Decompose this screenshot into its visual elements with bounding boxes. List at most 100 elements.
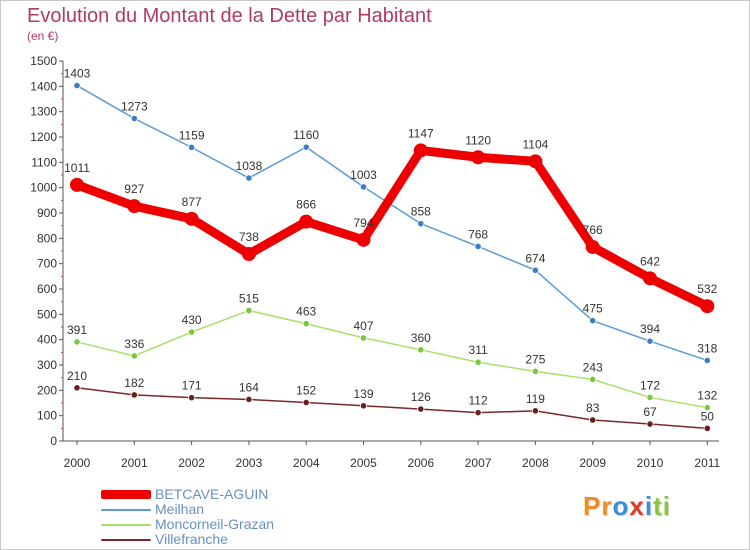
data-label-moncorneil-grazan: 391 [67,323,87,337]
y-tick-label: 1100 [31,155,57,169]
y-tick-label: 800 [37,231,57,245]
data-label-meilhan: 1273 [121,100,148,114]
data-label-meilhan: 1160 [293,128,319,142]
data-point-meilhan [302,143,310,151]
y-tick-label: 1300 [30,105,57,119]
data-point-moncorneil-grazan [130,352,138,360]
data-label-betcave-aguin: 1104 [522,137,548,151]
data-point-villefranche [73,384,81,392]
logo-letter: r [601,491,613,521]
data-label-meilhan: 1003 [350,168,377,182]
data-label-betcave-aguin: 642 [640,254,660,268]
logo-letter: t [653,491,663,521]
data-label-villefranche: 67 [643,405,657,419]
y-tick-label: 1500 [30,54,57,68]
data-point-betcave-aguin [585,239,600,254]
chart-title: Evolution du Montant de la Dette par Hab… [27,5,432,27]
y-tick-label: 0 [50,434,57,448]
data-label-moncorneil-grazan: 407 [353,319,373,333]
data-point-villefranche [646,420,654,428]
y-tick-label: 100 [37,409,57,423]
data-point-betcave-aguin [70,177,84,192]
series-line-moncorneil-grazan [76,309,709,409]
data-label-villefranche: 171 [182,379,202,393]
data-label-villefranche: 83 [586,401,600,415]
proxiti-logo: Proxiti [583,491,671,522]
x-tick-label: 2004 [293,456,320,470]
legend-item: Moncorneil-Grazan [101,517,274,532]
chart-legend: BETCAVE-AGUIN Meilhan Moncorneil-Grazan Vil… [101,487,274,547]
data-label-villefranche: 126 [411,390,431,404]
logo-letter: P [583,491,602,521]
data-label-moncorneil-grazan: 336 [124,337,144,351]
data-point-betcave-aguin [299,214,314,229]
data-label-villefranche: 210 [67,369,87,383]
data-point-villefranche [474,409,482,417]
data-label-villefranche: 50 [701,409,715,423]
data-label-betcave-aguin: 866 [296,198,316,212]
data-point-betcave-aguin [528,154,543,169]
data-point-villefranche [245,395,253,404]
data-label-moncorneil-grazan: 463 [296,305,316,319]
data-point-betcave-aguin [413,143,428,158]
x-tick-label: 2007 [465,456,492,470]
data-point-villefranche [359,402,368,410]
y-tick-label: 500 [37,307,57,321]
data-point-villefranche [188,394,196,402]
data-point-moncorneil-grazan [73,338,81,346]
data-point-betcave-aguin [356,232,371,247]
data-label-meilhan: 394 [640,322,660,336]
x-tick-label: 2001 [121,456,148,470]
data-label-moncorneil-grazan: 430 [182,313,202,327]
data-point-villefranche [130,391,138,399]
data-point-meilhan [703,356,711,365]
data-point-betcave-aguin [700,299,715,314]
legend-swatch [101,538,151,541]
y-tick-label: 900 [37,206,57,220]
series-line-betcave-aguin [72,145,712,311]
data-label-meilhan: 1038 [236,159,263,173]
data-point-meilhan [531,266,540,274]
data-label-meilhan: 1159 [179,128,205,142]
data-point-meilhan [359,183,368,191]
x-tick-label: 2002 [178,456,205,470]
x-tick-label: 2010 [637,456,664,470]
data-point-meilhan [417,220,425,228]
data-point-moncorneil-grazan [474,358,482,366]
data-label-villefranche: 112 [469,394,488,408]
data-point-moncorneil-grazan [417,346,425,354]
data-point-meilhan [245,174,253,182]
data-point-betcave-aguin [127,199,142,214]
data-point-meilhan [73,81,81,90]
legend-label: Villefranche [155,531,228,547]
data-point-moncorneil-grazan [531,367,540,375]
data-label-villefranche: 152 [296,383,316,397]
x-tick-label: 2009 [579,456,606,470]
data-label-moncorneil-grazan: 311 [469,343,488,357]
y-tick-label: 400 [37,333,57,347]
data-point-meilhan [589,317,597,325]
data-point-meilhan [646,337,654,345]
data-label-villefranche: 119 [526,392,545,406]
legend-swatch [101,523,151,526]
data-label-moncorneil-grazan: 172 [640,378,660,392]
x-tick-label: 2011 [694,456,720,470]
data-point-betcave-aguin [643,271,657,286]
data-label-betcave-aguin: 532 [697,282,717,296]
data-label-betcave-aguin: 1147 [408,126,434,140]
data-point-meilhan [188,143,196,151]
logo-letter: x [629,491,645,521]
data-label-meilhan: 768 [468,227,488,241]
legend-label: Moncorneil-Grazan [155,516,275,532]
data-label-betcave-aguin: 1011 [64,161,90,175]
data-label-betcave-aguin: 1120 [465,133,491,147]
x-tick-label: 2003 [236,456,263,470]
data-point-meilhan [474,242,482,251]
data-label-betcave-aguin: 927 [124,182,144,196]
chart-subtitle: (en €) [27,29,59,43]
data-point-villefranche [417,405,425,413]
x-tick-label: 2006 [407,456,434,470]
x-tick-label: 2008 [522,456,549,470]
